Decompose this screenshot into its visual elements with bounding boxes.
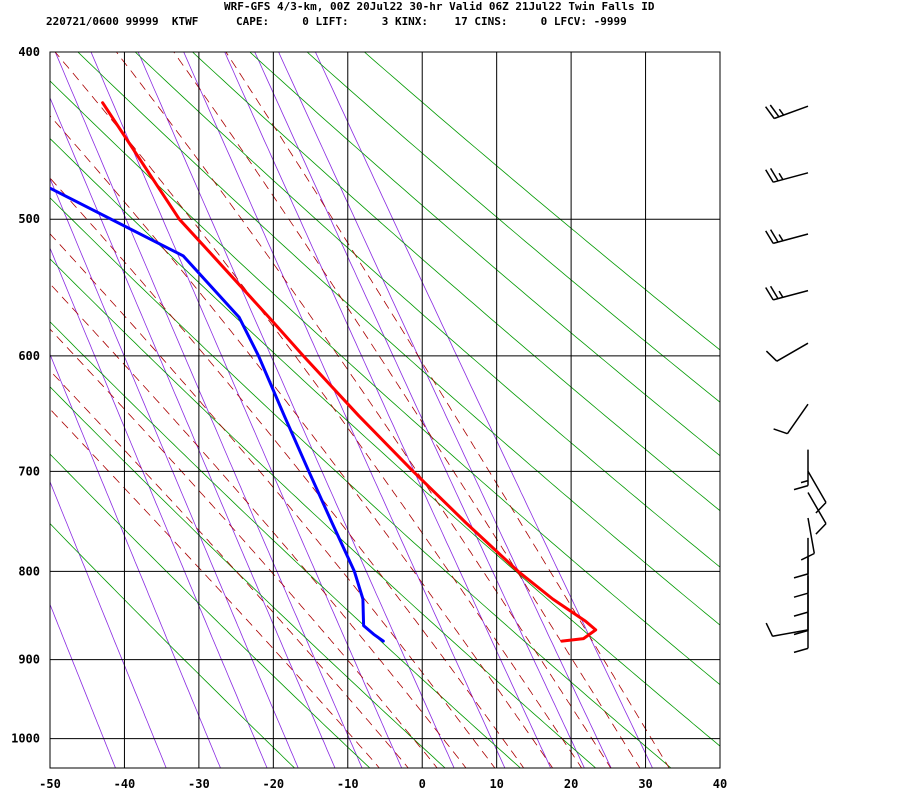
dry-adiabat-line — [50, 523, 296, 768]
stability-indices: CAPE: 0 LIFT: 3 KINX: 17 CINS: 0 LFCV: -… — [236, 15, 627, 28]
wind-barb — [764, 104, 809, 120]
mixing-ratio-line — [50, 480, 167, 768]
temperature-tick-label: 40 — [713, 777, 727, 791]
moist-adiabat-line — [50, 408, 380, 768]
mixing-ratio-line — [137, 52, 455, 768]
temperature-tick-label: 0 — [419, 777, 426, 791]
sounding-header: WRF-GFS 4/3-km, 00Z 20Jul22 30-hr Valid … — [0, 0, 900, 34]
isotherm-isobar-grid — [50, 52, 720, 768]
mixing-ratio-line — [314, 52, 653, 768]
mixing-ratio-line — [183, 52, 506, 768]
wind-barb — [807, 492, 827, 535]
mixing-ratio-line — [50, 177, 299, 768]
temperature-tick-label: -40 — [114, 777, 136, 791]
wind-barbs — [764, 104, 827, 654]
dry-adiabat-line — [50, 386, 446, 768]
mixing-ratio-line — [278, 52, 612, 768]
dry-adiabat-line — [134, 52, 720, 568]
pressure-tick-label: 500 — [18, 212, 40, 226]
moist-adiabat-line — [115, 52, 612, 768]
moist-adiabat-line — [50, 115, 554, 768]
dry-adiabat-line — [50, 197, 672, 768]
moist-adiabat-lines — [50, 52, 670, 768]
pressure-axis: 400 500 600 700 800 900 1000 — [11, 45, 40, 746]
wind-barb — [765, 342, 809, 362]
mixing-ratio-line — [50, 603, 116, 768]
pressure-tick-label: 700 — [18, 464, 40, 478]
dry-adiabat-line — [77, 52, 720, 626]
wind-barb — [793, 449, 809, 491]
mixing-ratio-line — [50, 96, 336, 768]
pressure-tick-label: 600 — [18, 349, 40, 363]
dry-adiabat-line — [306, 52, 720, 403]
wind-barb — [765, 168, 809, 183]
dry-adiabat-line — [50, 80, 720, 686]
moist-adiabat-line — [50, 328, 438, 768]
temperature-tick-label: -30 — [188, 777, 210, 791]
dry-adiabat-lines — [50, 52, 720, 768]
mixing-ratio-line — [254, 52, 585, 768]
mixing-ratio-line — [50, 247, 268, 768]
dry-adiabat-line — [363, 52, 720, 351]
dry-adiabat-line — [50, 258, 597, 768]
wind-barb — [773, 403, 809, 435]
temperature-tick-label: -20 — [262, 777, 284, 791]
wind-barb — [765, 229, 809, 245]
temperature-tick-label: -50 — [39, 777, 61, 791]
pressure-tick-label: 1000 — [11, 732, 40, 746]
temperature-tick-label: 30 — [638, 777, 652, 791]
moist-adiabat-line — [225, 52, 670, 768]
wind-barb — [765, 285, 809, 301]
pressure-tick-label: 900 — [18, 653, 40, 667]
moist-adiabat-line — [50, 177, 525, 768]
moist-adiabat-line — [54, 52, 583, 768]
mixing-ratio-line — [224, 52, 552, 768]
pressure-tick-label: 800 — [18, 564, 40, 578]
pressure-tick-label: 400 — [18, 45, 40, 59]
temperature-profile — [101, 101, 598, 643]
temperature-tick-label: -10 — [337, 777, 359, 791]
wind-barb — [765, 622, 809, 637]
temperature-axis: -50 -40 -30 -20 -10 0 10 20 30 40 — [39, 777, 727, 791]
station-info: 220721/0600 99999 KTWF — [46, 15, 199, 28]
moist-adiabat-line — [173, 52, 641, 768]
mixing-ratio-lines — [50, 52, 653, 768]
temperature-tick-label: 20 — [564, 777, 578, 791]
dry-adiabat-line — [50, 321, 521, 768]
wind-barb — [807, 470, 827, 514]
mixing-ratio-line — [54, 52, 363, 768]
dry-adiabat-line — [249, 52, 720, 457]
mixing-ratio-line — [90, 52, 403, 768]
plot-frame — [49, 51, 721, 769]
sounding-profiles — [50, 101, 598, 643]
mixing-ratio-line — [50, 353, 221, 768]
dry-adiabat-line — [50, 137, 720, 747]
chart-title: WRF-GFS 4/3-km, 00Z 20Jul22 30-hr Valid … — [224, 0, 655, 13]
dry-adiabat-line — [50, 453, 371, 768]
temperature-tick-label: 10 — [489, 777, 503, 791]
moist-adiabat-line — [50, 233, 496, 768]
dewpoint-profile — [50, 186, 385, 643]
dry-adiabat-line — [191, 52, 720, 512]
moist-adiabat-line — [50, 283, 467, 768]
